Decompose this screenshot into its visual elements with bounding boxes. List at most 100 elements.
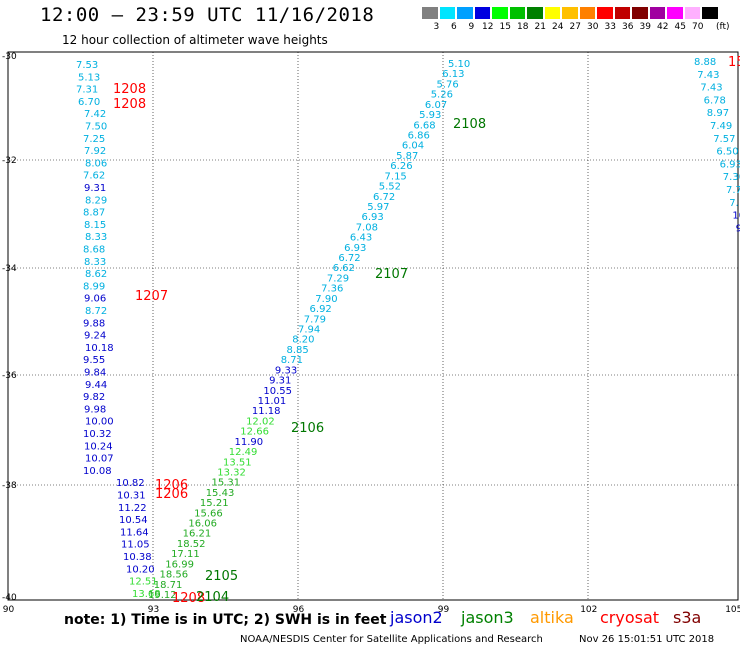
legend-swatch (666, 6, 684, 20)
track-value: 10.82 (116, 478, 145, 489)
pass-label: 2104 (196, 590, 229, 605)
track-value: 9 (736, 223, 740, 234)
track-value: 8.15 (84, 220, 106, 231)
satellite-legend-jason2: jason2 (390, 608, 443, 627)
track-value: 10.24 (84, 441, 113, 452)
legend-label: 6 (451, 22, 457, 32)
legend-swatch (421, 6, 439, 20)
legend-swatch (613, 6, 631, 20)
track-value: 7.30 (723, 172, 740, 183)
track-value: 16.06 (188, 519, 217, 530)
track-value: 7.57 (713, 134, 735, 145)
track-value: 15.31 (211, 478, 240, 489)
lat-tick-label: -36 (2, 371, 17, 381)
lon-tick-label: 99 (438, 605, 450, 615)
legend-label: 36 (622, 22, 634, 32)
track-value: 9.31 (84, 183, 106, 194)
legend-label: 70 (692, 22, 704, 32)
lon-tick-label: 96 (293, 605, 305, 615)
legend-swatch (473, 6, 491, 20)
track-value: 10.20 (126, 564, 155, 575)
pass-label: 1208 (172, 591, 205, 606)
track-value: 6.86 (408, 130, 430, 141)
legend-swatch (561, 6, 579, 20)
track-value: 10.38 (123, 552, 152, 563)
track-value: 6.93 (720, 159, 740, 170)
wave-height-legend (421, 6, 719, 20)
track-value: 13.51 (223, 457, 252, 468)
track-value: 6.13 (442, 69, 464, 80)
legend-swatch (596, 6, 614, 20)
track-value: 8.20 (292, 335, 314, 346)
lon-tick-label: 102 (580, 605, 597, 615)
track-value: 6.50 (716, 147, 738, 158)
track-value: 7.31 (76, 85, 98, 96)
track-value: 5.52 (379, 182, 401, 193)
pass-label: 2108 (453, 117, 486, 132)
track-value: 9.31 (269, 376, 291, 387)
satellite-legend-jason3: jason3 (461, 608, 514, 627)
track-value: 10.00 (85, 417, 114, 428)
track-value: 7.43 (697, 70, 719, 81)
track-value: 18.71 (154, 580, 183, 591)
track-value: 8.85 (286, 345, 308, 356)
track-value: 6.78 (704, 95, 726, 106)
track-value: 7. (729, 198, 739, 209)
track-value: 13.32 (217, 467, 246, 478)
track-value: 11.22 (118, 503, 147, 514)
track-value: 7.49 (710, 121, 732, 132)
legend-label: 27 (569, 22, 581, 32)
track-value: 7.90 (315, 294, 337, 305)
pass-label: 1208 (113, 97, 146, 112)
track-value: 7.50 (85, 122, 107, 133)
satellite-legend-cryosat: cryosat (600, 608, 660, 627)
legend-swatch (491, 6, 509, 20)
pass-label: 1206 (155, 478, 188, 493)
track-value: 6.93 (361, 212, 383, 223)
pass-label: 15 (728, 55, 740, 70)
pass-label: 1208 (113, 82, 146, 97)
track-value: 6.26 (390, 161, 412, 172)
lon-tick-label: 105 (725, 605, 740, 615)
track-value: 5.97 (367, 202, 389, 213)
satellite-legend-altika: altika (530, 608, 574, 627)
track-value: 18.56 (160, 570, 189, 581)
lat-tick-label: -40 (2, 593, 17, 603)
track-value: 7.53 (76, 60, 98, 71)
track-value: 5.13 (78, 72, 100, 83)
page-title: 12:00 – 23:59 UTC 11/16/2018 (40, 4, 375, 26)
legend-label: 18 (517, 22, 529, 32)
track-value: 6.43 (350, 233, 372, 244)
lat-tick-label: -34 (2, 264, 17, 274)
track-value: 12.49 (229, 447, 258, 458)
legend-swatch (508, 6, 526, 20)
track-value: 12.02 (246, 416, 275, 427)
legend-swatch (543, 6, 561, 20)
track-value: 10.08 (83, 466, 112, 477)
pass-label: 1207 (135, 289, 168, 304)
track-value: 5.76 (436, 79, 458, 90)
track-value: 12.51 (129, 577, 158, 588)
track-value: 9.84 (84, 368, 106, 379)
track-value: 16.99 (165, 559, 194, 570)
track-value: 6.72 (338, 253, 360, 264)
map-frame (7, 51, 739, 601)
track-value: 7.43 (700, 83, 722, 94)
lat-tick-label: -30 (2, 52, 17, 62)
track-value: 12.66 (240, 427, 269, 438)
track-value: 6.70 (78, 97, 100, 108)
legend-label: 15 (499, 22, 511, 32)
legend-label: 45 (674, 22, 686, 32)
track-value: 7.62 (83, 171, 105, 182)
track-value: 8.99 (83, 281, 105, 292)
track-value: 11.90 (235, 437, 264, 448)
track-value: 8.29 (85, 195, 107, 206)
track-value: 6.72 (373, 192, 395, 203)
track-value: 7.92 (84, 146, 106, 157)
track-value: 9.06 (84, 294, 106, 305)
track-value: 6.92 (310, 304, 332, 315)
legend-label: 42 (657, 22, 669, 32)
track-value: 10.07 (85, 454, 114, 465)
track-value: 7.42 (84, 109, 106, 120)
